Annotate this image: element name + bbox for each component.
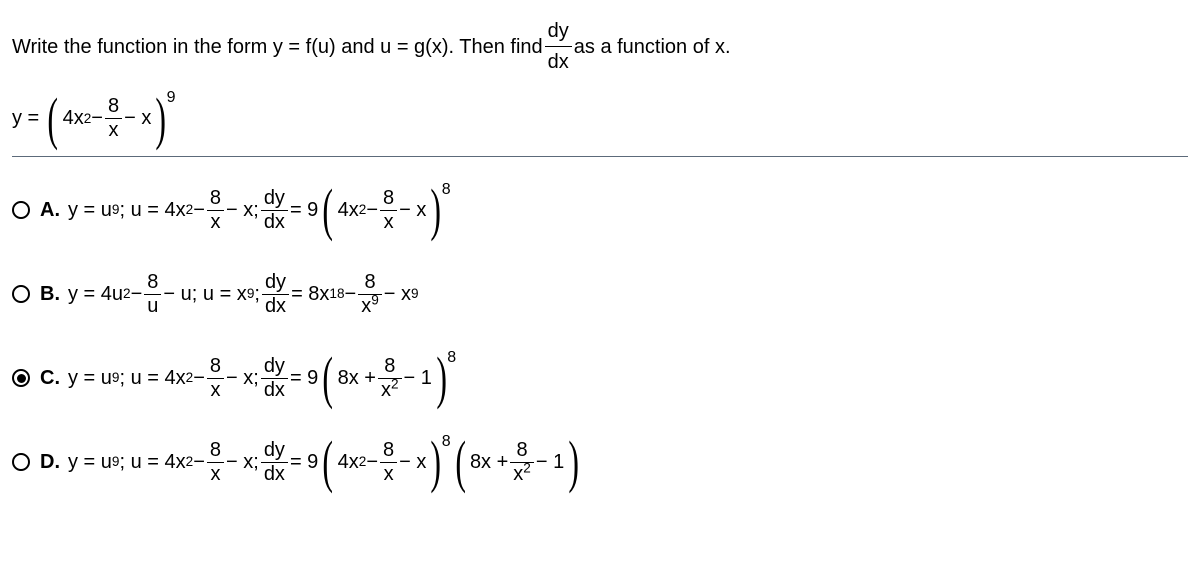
choice-b-letter: B. — [40, 283, 60, 306]
choice-a-letter: A. — [40, 199, 60, 222]
choice-b: B. y = 4u2 − 8u − u; u = x9 ; dydx = 8x1… — [12, 265, 1188, 323]
given-function: y = ( 4x2 − 8 x − x ) 9 — [12, 95, 1188, 142]
choice-c: C. y = u9 ; u = 4x2 − 8x − x; dydx = 9 (… — [12, 349, 1188, 407]
dy-dx-fraction: dy dx — [545, 16, 572, 77]
radio-c[interactable] — [12, 369, 30, 387]
term-4x: 4x — [63, 107, 84, 130]
answer-choices: A. y = u9 ; u = 4x2 − 8x − x; dydx = 9 (… — [12, 181, 1188, 491]
radio-b[interactable] — [12, 285, 30, 303]
choice-c-letter: C. — [40, 367, 60, 390]
choice-d-letter: D. — [40, 451, 60, 474]
outer-power: 9 — [167, 89, 176, 107]
radio-a[interactable] — [12, 201, 30, 219]
question-prefix: Write the function in the form y = f(u) … — [12, 32, 543, 62]
question-prompt: Write the function in the form y = f(u) … — [12, 16, 1188, 77]
outer-parentheses: ( 4x2 − 8 x − x ) 9 — [43, 95, 175, 142]
frac-8-over-x: 8 x — [105, 95, 122, 142]
radio-d[interactable] — [12, 453, 30, 471]
y-equals: y = — [12, 107, 39, 130]
question-suffix: as a function of x. — [574, 32, 731, 62]
divider — [12, 156, 1188, 157]
choice-d: D. y = u9 ; u = 4x2 − 8x − x; dydx = 9 (… — [12, 433, 1188, 491]
choice-a: A. y = u9 ; u = 4x2 − 8x − x; dydx = 9 (… — [12, 181, 1188, 239]
